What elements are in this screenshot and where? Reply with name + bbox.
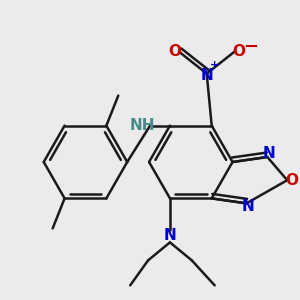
Text: O: O: [232, 44, 245, 59]
Text: N: N: [164, 228, 176, 243]
Text: N: N: [200, 68, 213, 83]
Text: +: +: [210, 60, 219, 70]
Text: O: O: [286, 173, 299, 188]
Text: N: N: [263, 146, 276, 161]
Text: NH: NH: [129, 118, 155, 133]
Text: O: O: [168, 44, 182, 59]
Text: N: N: [242, 199, 255, 214]
Text: −: −: [243, 38, 258, 56]
